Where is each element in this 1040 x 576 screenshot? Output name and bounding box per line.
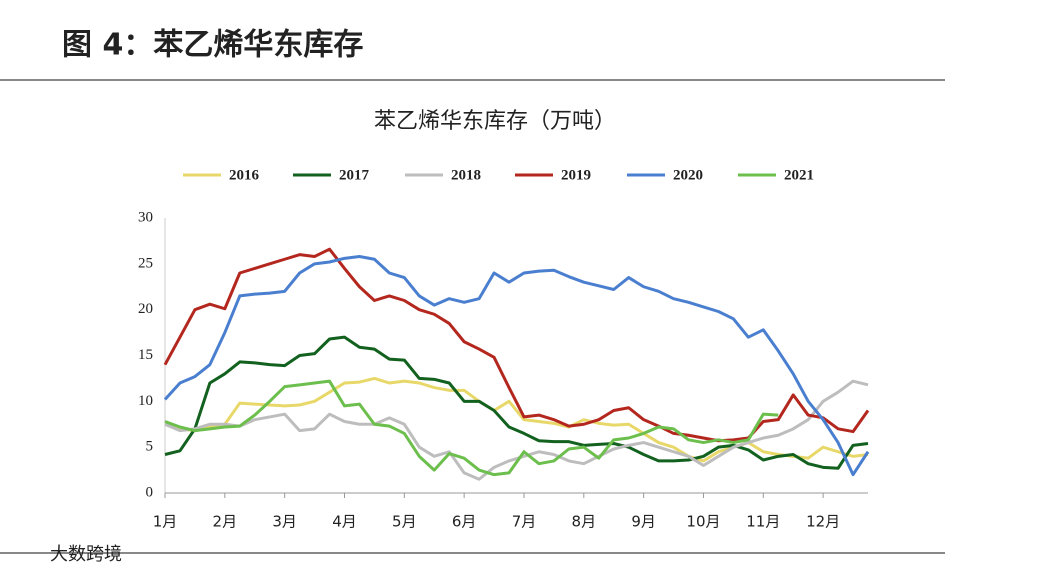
series-line	[164, 379, 869, 481]
y-tick-label: 0	[146, 484, 154, 500]
x-tick-label: 1月	[153, 513, 178, 531]
x-tick-label: 2月	[213, 513, 238, 531]
series-line	[164, 376, 869, 463]
legend-label: 2021	[784, 167, 814, 183]
series-line	[164, 335, 869, 470]
y-tick-label: 20	[138, 301, 153, 317]
series-line	[164, 379, 779, 477]
x-tick-label: 9月	[631, 513, 656, 531]
y-tick-label: 10	[138, 393, 153, 409]
x-tick-label: 4月	[332, 513, 357, 531]
x-tick-label: 8月	[572, 513, 597, 531]
y-tick-label: 15	[138, 347, 153, 363]
chart-title: 苯乙烯华东库存（万吨）	[374, 109, 616, 134]
legend-label: 2017	[339, 167, 370, 183]
page-title: 图 4：苯乙烯华东库存	[62, 28, 363, 63]
y-tick-label: 30	[138, 209, 153, 225]
x-tick-label: 12月	[806, 513, 840, 531]
legend-label: 2020	[673, 167, 703, 183]
x-tick-label: 6月	[452, 513, 477, 531]
watermark: 大数跨境	[50, 544, 122, 565]
x-tick-label: 3月	[272, 513, 297, 531]
x-tick-label: 5月	[392, 513, 417, 531]
x-tick-label: 7月	[512, 513, 537, 531]
y-tick-label: 25	[138, 255, 153, 271]
legend-label: 2016	[229, 167, 260, 183]
x-tick-label: 10月	[686, 513, 720, 531]
legend-label: 2019	[561, 167, 591, 183]
x-tick-label: 11月	[746, 513, 780, 531]
legend-label: 2018	[451, 167, 481, 183]
series-line	[163, 255, 870, 477]
y-tick-label: 5	[146, 439, 154, 455]
